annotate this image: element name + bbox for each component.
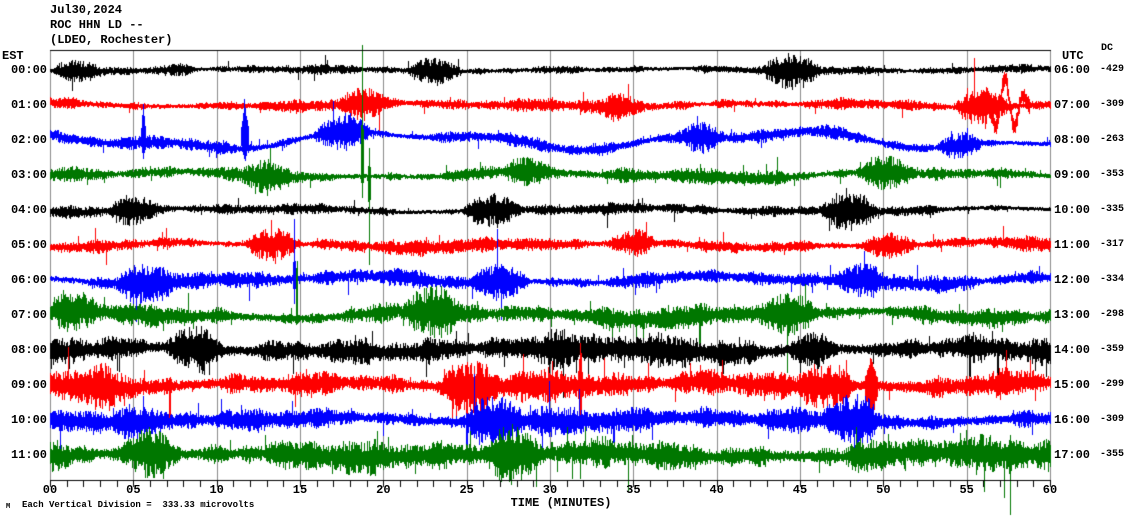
utc-time-label: 16:00 xyxy=(1054,413,1091,427)
dc-offset-value: -299 xyxy=(1100,379,1125,390)
est-time-label: 07:00 xyxy=(10,308,47,322)
dc-offset-value: -355 xyxy=(1100,449,1125,460)
x-tick-label: 30 xyxy=(542,483,558,497)
dc-column-header: DC xyxy=(1101,43,1114,54)
est-time-label: 10:00 xyxy=(10,413,47,427)
utc-time-label: 13:00 xyxy=(1054,308,1091,322)
dc-offset-value: -309 xyxy=(1100,99,1125,110)
utc-time-label: 06:00 xyxy=(1054,63,1091,77)
est-time-label: 01:00 xyxy=(10,98,47,112)
x-tick-label: 05 xyxy=(126,483,141,497)
dc-offset-value: -298 xyxy=(1100,309,1125,320)
x-tick-label: 60 xyxy=(1042,483,1058,497)
x-axis-label: TIME (MINUTES) xyxy=(510,496,612,510)
title-network: (LDEO, Rochester) xyxy=(50,33,173,47)
utc-time-label: 10:00 xyxy=(1054,203,1091,217)
utc-time-label: 11:00 xyxy=(1054,238,1091,252)
x-tick-label: 50 xyxy=(876,483,891,497)
utc-time-label: 12:00 xyxy=(1054,273,1091,287)
x-tick-label: 20 xyxy=(376,483,391,497)
x-tick-label: 10 xyxy=(209,483,224,497)
title-station: ROC HHN LD -- xyxy=(50,18,144,32)
est-column-header: EST xyxy=(2,49,24,63)
utc-time-label: 07:00 xyxy=(1054,98,1091,112)
x-tick-label: 35 xyxy=(626,483,641,497)
x-tick-label: 25 xyxy=(459,483,474,497)
dc-offset-value: -334 xyxy=(1100,274,1125,285)
est-time-label: 02:00 xyxy=(10,133,47,147)
dc-offset-value: -263 xyxy=(1100,134,1125,145)
est-time-label: 03:00 xyxy=(10,168,47,182)
x-tick-label: 40 xyxy=(709,483,724,497)
x-tick-label: 45 xyxy=(792,483,808,497)
utc-time-label: 17:00 xyxy=(1054,448,1091,462)
est-time-label: 04:00 xyxy=(10,203,47,217)
est-time-label: 11:00 xyxy=(10,448,47,462)
utc-time-label: 08:00 xyxy=(1054,133,1091,147)
dc-offset-value: -359 xyxy=(1100,344,1125,355)
est-time-label: 09:00 xyxy=(10,378,47,392)
dc-offset-value: -309 xyxy=(1100,414,1125,425)
title-date: Jul30,2024 xyxy=(50,3,123,17)
dc-offset-value: -429 xyxy=(1100,64,1125,75)
dc-offset-value: -317 xyxy=(1100,239,1125,250)
utc-column-header: UTC xyxy=(1062,49,1084,63)
est-time-label: 08:00 xyxy=(10,343,47,357)
dc-offset-value: -353 xyxy=(1100,169,1125,180)
scale-note: Each Vertical Division = 333.33 microvol… xyxy=(22,500,255,510)
x-tick-label: 15 xyxy=(292,483,308,497)
utc-time-label: 15:00 xyxy=(1054,378,1091,392)
x-tick-label: 55 xyxy=(959,483,974,497)
x-tick-label: 00 xyxy=(42,483,58,497)
est-time-label: 06:00 xyxy=(10,273,47,287)
utc-time-label: 14:00 xyxy=(1054,343,1091,357)
est-time-label: 00:00 xyxy=(10,63,47,77)
est-time-label: 05:00 xyxy=(10,238,47,252)
logo-mark: M xyxy=(6,503,11,511)
utc-time-label: 09:00 xyxy=(1054,168,1091,182)
dc-offset-value: -335 xyxy=(1100,204,1125,215)
